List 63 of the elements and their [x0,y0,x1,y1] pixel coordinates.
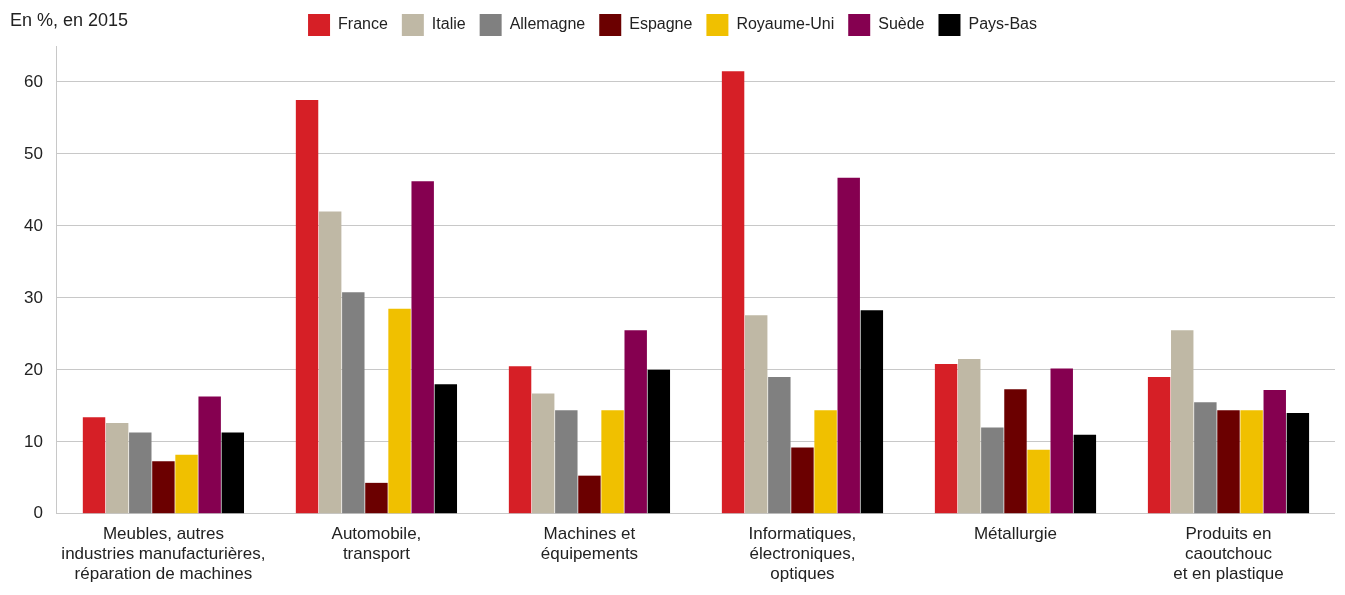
bar [1286,413,1310,514]
y-tick-label: 50 [23,143,43,163]
bar [647,369,671,514]
x-tick-label: Produits en caoutchouc et en plastique [1173,523,1284,584]
bar [342,292,365,514]
bar [721,71,745,514]
bar [814,410,837,514]
bar [934,364,958,514]
bar [82,417,106,514]
bar [1073,434,1097,514]
bar [1240,410,1263,514]
bar [1194,402,1217,514]
bar [318,211,342,514]
y-tick-label: 20 [23,359,43,379]
legend-label: Royaume-Uni [736,15,835,33]
bar [624,330,647,514]
bar [744,315,768,514]
legend-label: France [338,15,388,33]
bar [105,423,129,514]
bar [601,410,624,514]
bar [1147,377,1171,514]
bar [860,310,884,514]
bar [1171,330,1194,514]
bar [152,461,175,514]
bar [1050,368,1073,514]
bar [531,393,555,514]
bar [508,366,532,514]
y-tick-label: 30 [23,287,43,307]
bar [1263,390,1286,514]
y-tick-label: 60 [23,71,43,91]
bar [388,308,411,514]
bar [958,359,981,514]
bar [129,432,152,514]
legend-label: Italie [431,15,466,33]
y-tick-label: 10 [23,431,43,451]
x-tick-label: Meubles, autres industries manufacturières, réparation de machines [61,523,266,584]
bar [434,384,458,514]
x-tick-label: Automobile, transport [331,523,422,564]
bar [198,396,221,514]
y-tick-label: 0 [33,503,43,523]
bar [981,427,1004,514]
y-tick-label: 40 [23,215,43,235]
bar [175,454,198,514]
x-tick-label: Métallurgie [973,523,1058,543]
bar [295,99,319,514]
bar [1217,410,1240,514]
bar [578,475,601,514]
bar [555,410,578,514]
x-tick-label: Informatiques, électroniques, optiques [748,523,857,584]
bar [837,177,860,514]
bar [791,447,814,514]
legend-label: Allemagne [509,15,586,33]
bar [365,482,388,514]
legend-label: Suède [878,15,925,33]
bar [411,181,434,514]
bar [1004,389,1027,514]
y-axis-title: En %, en 2015 [10,9,129,30]
bar [221,432,245,514]
legend-label: Espagne [629,15,693,33]
x-tick-label: Machines et équipements [540,523,639,564]
legend-label: Pays-Bas [968,15,1037,33]
bar [1027,449,1050,514]
bar [768,377,791,514]
